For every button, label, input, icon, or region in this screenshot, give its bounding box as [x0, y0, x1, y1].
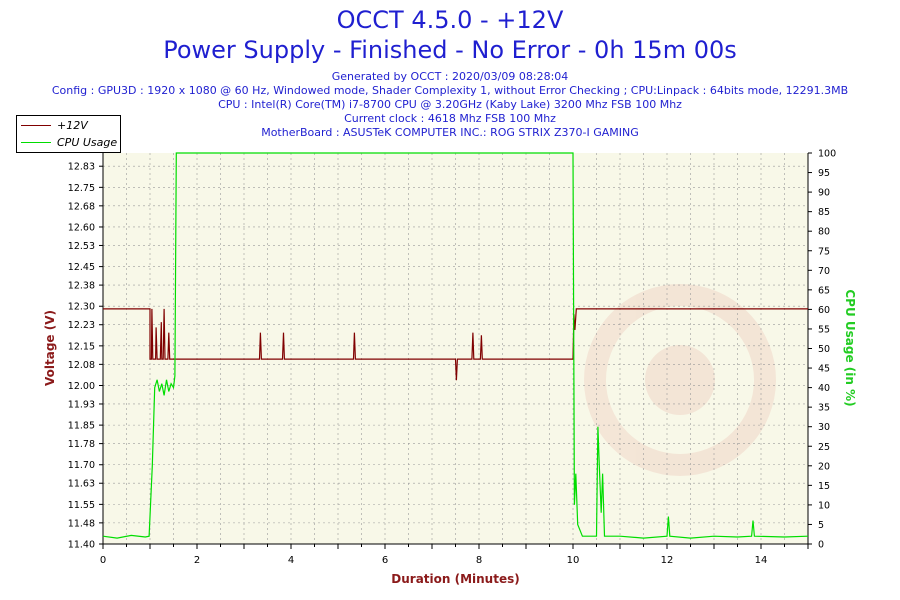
y-left-tick-label: 12.83	[68, 162, 95, 173]
watermark-core	[645, 345, 715, 415]
y-left-tick-label: 11.55	[68, 500, 95, 511]
y-right-tick-label: 80	[818, 227, 830, 238]
motherboard-line: MotherBoard : ASUSTeK COMPUTER INC.: ROG…	[261, 126, 639, 139]
y-left-tick-label: 12.38	[68, 281, 95, 292]
legend-label-12v: +12V	[57, 118, 88, 132]
x-tick-label: 14	[755, 555, 768, 566]
series-line-12v	[103, 308, 808, 381]
y-axis-right-label: CPU Usage (in %)	[843, 289, 857, 406]
clock-line: Current clock : 4618 Mhz FSB 100 Mhz	[344, 112, 556, 125]
y-left-tick-label: 12.45	[68, 262, 95, 273]
y-right-tick-label: 5	[818, 520, 824, 531]
y-left-tick-label: 12.75	[68, 183, 95, 194]
y-right-tick-label: 20	[818, 461, 830, 472]
x-tick-label: 6	[382, 555, 388, 566]
x-tick-label: 2	[194, 555, 200, 566]
y-right-tick-label: 25	[818, 442, 830, 453]
y-left-tick-label: 11.85	[68, 421, 95, 432]
y-right-tick-label: 10	[818, 500, 830, 511]
y-left-tick-label: 12.15	[68, 341, 95, 352]
x-axis-label: Duration (Minutes)	[391, 572, 519, 586]
y-right-tick-label: 60	[818, 305, 830, 316]
y-left-tick-label: 12.23	[68, 320, 95, 331]
y-right-tick-label: 100	[818, 149, 836, 160]
generated-line: Generated by OCCT : 2020/03/09 08:28:04	[331, 70, 569, 83]
y-left-tick-label: 12.68	[68, 201, 95, 212]
chart-subtitle: Power Supply - Finished - No Error - 0h …	[163, 36, 737, 64]
y-right-tick-label: 35	[818, 403, 830, 414]
y-axis-left-label: Voltage (V)	[43, 310, 57, 386]
y-left-tick-label: 11.63	[68, 479, 95, 490]
x-tick-label: 4	[288, 555, 294, 566]
y-right-tick-label: 90	[818, 188, 830, 199]
config-line: Config : GPU3D : 1920 x 1080 @ 60 Hz, Wi…	[51, 84, 849, 97]
y-left-tick-label: 12.00	[68, 381, 95, 392]
chart-title: OCCT 4.5.0 - +12V	[336, 6, 564, 34]
y-right-tick-label: 85	[818, 207, 830, 218]
y-left-tick-label: 12.08	[68, 360, 95, 371]
legend-item-cpu-usage: CPU Usage	[21, 134, 117, 150]
x-tick-label: 12	[661, 555, 674, 566]
y-right-tick-label: 50	[818, 344, 830, 355]
legend-swatch-12v	[21, 124, 51, 126]
cpu-line: CPU : Intel(R) Core(TM) i7-8700 CPU @ 3.…	[218, 98, 682, 111]
y-left-tick-label: 12.53	[68, 241, 95, 252]
y-right-tick-label: 30	[818, 422, 830, 433]
y-right-tick-label: 55	[818, 324, 830, 335]
chart-legend: +12V CPU Usage	[16, 115, 121, 153]
y-left-tick-label: 11.48	[68, 518, 95, 529]
x-tick-label: 10	[567, 555, 580, 566]
y-left-tick-label: 11.70	[68, 460, 95, 471]
y-right-tick-label: 0	[818, 540, 824, 551]
y-right-tick-label: 45	[818, 364, 830, 375]
y-right-tick-label: 75	[818, 246, 830, 257]
legend-swatch-cpu-usage	[21, 141, 51, 143]
y-right-tick-label: 70	[818, 266, 830, 277]
legend-label-cpu-usage: CPU Usage	[57, 135, 118, 149]
x-tick-label: 0	[100, 555, 106, 566]
legend-item-12v: +12V	[21, 117, 88, 133]
y-left-tick-label: 12.60	[68, 222, 95, 233]
watermark-logo	[584, 284, 776, 476]
y-right-tick-label: 95	[818, 168, 830, 179]
y-right-tick-label: 40	[818, 383, 830, 394]
y-right-tick-label: 15	[818, 481, 830, 492]
y-left-tick-label: 11.78	[68, 439, 95, 450]
watermark-ring	[584, 284, 776, 476]
y-left-tick-label: 11.40	[68, 540, 95, 551]
x-tick-label: 8	[476, 555, 482, 566]
y-left-tick-label: 12.30	[68, 302, 95, 313]
y-right-tick-label: 65	[818, 285, 830, 296]
series-line-cpu-usage	[102, 152, 809, 539]
y-left-tick-label: 11.93	[68, 399, 95, 410]
